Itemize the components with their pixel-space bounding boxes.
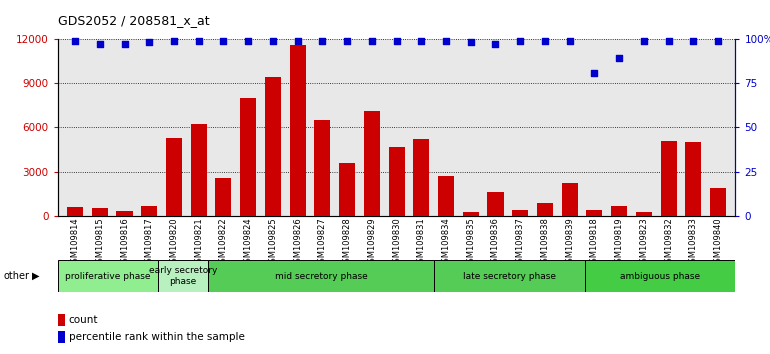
Point <box>514 38 527 44</box>
Bar <box>487 192 504 216</box>
Point <box>366 38 378 44</box>
Bar <box>58 331 65 343</box>
Text: late secretory phase: late secretory phase <box>463 272 556 281</box>
Bar <box>434 260 584 292</box>
Point <box>712 38 725 44</box>
Bar <box>116 211 132 216</box>
Bar <box>290 45 306 216</box>
Bar <box>166 138 182 216</box>
Text: early secretory
phase: early secretory phase <box>149 267 217 286</box>
Bar <box>216 178 232 216</box>
Bar <box>339 163 355 216</box>
Bar <box>141 206 157 216</box>
Bar <box>67 207 83 216</box>
Point <box>390 38 403 44</box>
Text: percentile rank within the sample: percentile rank within the sample <box>69 332 244 342</box>
Bar <box>611 206 627 216</box>
Bar <box>537 202 553 216</box>
Point <box>662 38 675 44</box>
Bar <box>92 208 108 216</box>
Point <box>588 70 601 75</box>
Point <box>687 38 699 44</box>
Bar <box>158 260 209 292</box>
Bar <box>191 125 207 216</box>
Bar <box>512 210 528 216</box>
Point <box>168 38 180 44</box>
Point <box>266 38 279 44</box>
Bar <box>661 141 677 216</box>
Text: count: count <box>69 315 98 325</box>
Bar <box>584 260 735 292</box>
Point <box>539 38 551 44</box>
Bar <box>413 139 430 216</box>
Bar <box>58 260 158 292</box>
Point <box>638 38 650 44</box>
Point <box>613 56 625 61</box>
Bar <box>389 147 404 216</box>
Point <box>341 38 353 44</box>
Bar <box>438 176 454 216</box>
Point <box>143 40 156 45</box>
Text: proliferative phase: proliferative phase <box>65 272 151 281</box>
Text: other: other <box>4 271 30 281</box>
Bar <box>265 77 281 216</box>
Bar <box>685 142 701 216</box>
Bar <box>240 98 256 216</box>
Point <box>489 41 501 47</box>
Bar <box>586 210 602 216</box>
Bar <box>209 260 434 292</box>
Point <box>242 38 254 44</box>
Bar <box>710 188 726 216</box>
Text: ambiguous phase: ambiguous phase <box>620 272 700 281</box>
Point <box>292 38 304 44</box>
Text: mid secretory phase: mid secretory phase <box>275 272 367 281</box>
Point <box>415 38 427 44</box>
Bar <box>314 120 330 216</box>
Point <box>464 40 477 45</box>
Point <box>69 38 81 44</box>
Point <box>217 38 229 44</box>
Point <box>119 41 131 47</box>
Point <box>564 38 576 44</box>
Point <box>192 38 205 44</box>
Point <box>94 41 106 47</box>
Text: GDS2052 / 208581_x_at: GDS2052 / 208581_x_at <box>58 14 209 27</box>
Bar <box>636 211 652 216</box>
Bar <box>58 314 65 326</box>
Text: ▶: ▶ <box>32 271 40 281</box>
Bar <box>363 111 380 216</box>
Bar <box>463 211 479 216</box>
Bar <box>561 183 578 216</box>
Point <box>316 38 329 44</box>
Point <box>440 38 452 44</box>
